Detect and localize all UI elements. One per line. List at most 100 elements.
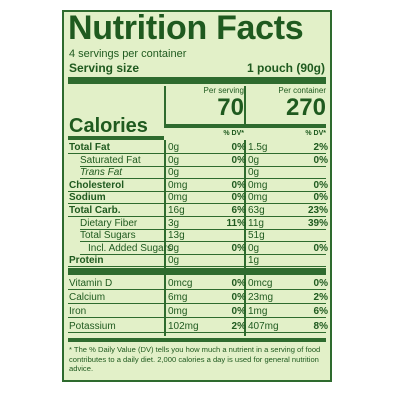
nutrient-name: Dietary Fiber	[80, 217, 138, 229]
container-dv: 8%	[313, 320, 328, 332]
serving-amount: 16g	[168, 205, 185, 216]
per-container-header: Per container	[278, 86, 326, 95]
vitamins-row: Potassium 102mg 2% 407mg 8%	[68, 320, 328, 333]
nutrients-row: Total Fat 0g 0% 1.5g 2%	[68, 141, 328, 154]
serving-amount: 0mg	[168, 192, 188, 204]
nutrients-row: Sodium 0mg 0% 0mg 0%	[68, 191, 328, 205]
serving-size-value: 1 pouch (90g)	[246, 61, 325, 75]
container-dv: 0%	[313, 179, 328, 191]
serving-dv: 0%	[231, 179, 246, 191]
container-dv: 39%	[307, 217, 328, 229]
nutrient-name: Total Sugars	[80, 230, 136, 242]
serving-amount: 0g	[168, 142, 180, 153]
nutrients-row: Incl. Added Sugars 0g 0% 0g 0%	[68, 242, 328, 255]
thick-rule	[68, 77, 326, 84]
vitamins-row: Vitamin D 0mcg 0% 0mcg 0%	[68, 277, 328, 290]
footnote-rule	[68, 338, 326, 342]
calories-per-serving: 70	[217, 94, 244, 121]
row-divider	[80, 165, 326, 167]
per-container-dv-header: % DV*	[305, 130, 326, 137]
nutrients-row: Trans Fat 0g 0g	[68, 166, 326, 180]
row-divider	[68, 203, 326, 205]
row-divider	[80, 241, 326, 243]
footnote: * The % Daily Value (DV) tells you how m…	[69, 345, 321, 373]
nutrient-name: Incl. Added Sugars	[88, 242, 172, 254]
serving-dv: 0%	[231, 306, 246, 318]
nutrient-name: Trans Fat	[80, 167, 123, 179]
nutrients-row: Total Sugars 13g 51g	[68, 229, 326, 243]
nutrient-name: Total Carb.	[69, 205, 121, 216]
calories-label: Calories	[69, 115, 148, 137]
container-amount: 63g	[248, 205, 265, 216]
serving-amount: 0mg	[168, 306, 188, 318]
nutrition-facts-label: Nutrition Facts 4 servings per container…	[62, 9, 332, 382]
container-amount: 0mg	[248, 192, 268, 204]
nutrients-row: Protein 0g 1g	[68, 254, 326, 268]
serving-size-row: Serving size 1 pouch (90g)	[69, 61, 325, 75]
serving-amount: 13g	[168, 230, 185, 242]
serving-dv: 6%	[231, 205, 246, 216]
serving-dv: 0%	[231, 154, 246, 166]
serving-dv: 0%	[231, 242, 246, 254]
container-amount: 51g	[248, 230, 265, 242]
nutrient-name: Potassium	[69, 320, 116, 332]
column-divider-3	[164, 140, 166, 336]
container-amount: 1g	[248, 255, 260, 267]
nutrient-name: Cholesterol	[69, 179, 125, 191]
container-dv: 0%	[313, 242, 328, 254]
container-dv: 2%	[313, 292, 328, 304]
container-amount: 1mg	[248, 306, 268, 318]
vitamins-row: Iron 0mg 0% 1mg 6%	[68, 305, 328, 319]
row-divider	[68, 266, 326, 268]
serving-amount: 0mcg	[168, 278, 193, 289]
serving-dv: 0%	[231, 142, 246, 153]
nutrient-name: Total Fat	[69, 142, 110, 153]
calories-per-container: 270	[285, 94, 326, 121]
serving-amount: 6mg	[168, 292, 188, 304]
serving-amount: 3g	[168, 217, 180, 229]
container-dv: 0%	[313, 154, 328, 166]
nutrient-name: Saturated Fat	[80, 154, 141, 166]
row-divider	[80, 178, 326, 180]
container-dv: 23%	[307, 205, 328, 216]
calories-rule-left	[68, 136, 164, 140]
column-divider-4	[244, 140, 246, 336]
nutrient-name: Vitamin D	[69, 278, 113, 289]
row-divider	[68, 289, 326, 290]
serving-amount: 0mg	[168, 179, 188, 191]
serving-amount: 0g	[168, 255, 180, 267]
serving-amount: 0g	[168, 242, 180, 254]
row-divider	[68, 153, 326, 154]
serving-dv: 0%	[231, 192, 246, 204]
row-divider	[80, 253, 326, 255]
per-serving-dv-header: % DV*	[223, 130, 244, 137]
row-divider	[68, 303, 326, 305]
nutrient-name: Calcium	[69, 292, 106, 304]
vitamins-row: Calcium 6mg 0% 23mg 2%	[68, 291, 328, 305]
container-dv: 0%	[313, 278, 328, 289]
container-amount: 407mg	[248, 320, 279, 332]
label-title: Nutrition Facts	[68, 9, 304, 47]
container-amount: 0g	[248, 242, 260, 254]
nutrients-row: Total Carb. 16g 6% 63g 23%	[68, 204, 328, 217]
row-divider	[68, 317, 326, 319]
serving-dv: 11%	[226, 217, 246, 229]
column-divider-2	[244, 86, 246, 127]
serving-dv: 2%	[231, 320, 246, 332]
row-divider	[68, 190, 326, 192]
serving-amount: 0g	[168, 154, 180, 166]
container-amount: 0g	[248, 154, 260, 166]
container-amount: 23mg	[248, 292, 274, 304]
nutrient-name: Sodium	[69, 192, 106, 204]
serving-size-label: Serving size	[69, 61, 140, 75]
container-amount: 0mcg	[248, 278, 273, 289]
nutrients-row: Dietary Fiber 3g 11% 11g 39%	[68, 217, 328, 230]
serving-amount: 102mg	[168, 320, 199, 332]
serving-dv: 0%	[231, 278, 246, 289]
row-divider	[68, 216, 326, 217]
nutrient-name: Protein	[69, 255, 104, 267]
servings-per-container: 4 servings per container	[69, 48, 187, 60]
serving-amount: 0g	[168, 167, 180, 179]
per-serving-header: Per serving	[203, 86, 244, 95]
container-amount: 11g	[248, 217, 264, 229]
